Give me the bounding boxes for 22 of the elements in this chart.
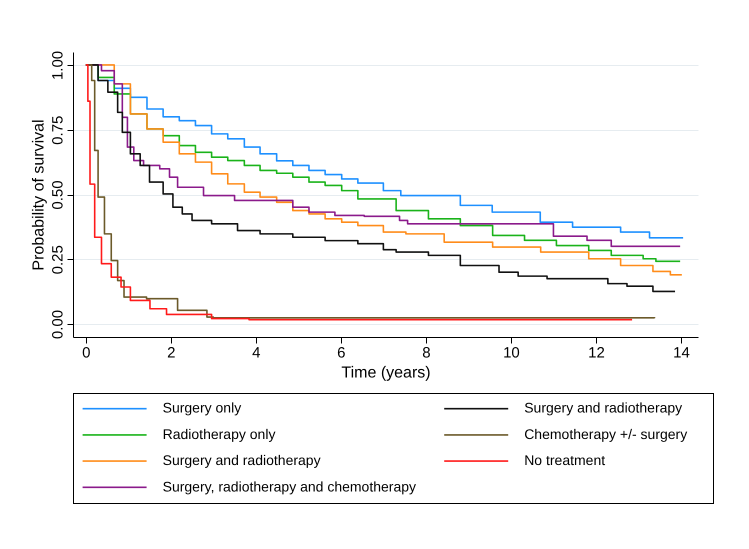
legend-label: Radiotherapy only — [162, 426, 276, 442]
y-tick-label: 0.75 — [50, 116, 66, 145]
y-tick-label: 0.00 — [50, 310, 66, 340]
legend-label: Chemotherapy +/- surgery — [524, 426, 688, 442]
legend-label: Surgery and radiotherapy — [524, 400, 682, 416]
legend-label: No treatment — [524, 452, 606, 468]
x-axis-title: Time (years) — [341, 364, 431, 382]
x-tick-label: 6 — [337, 344, 346, 362]
legend-label: Surgery, radiotherapy and chemotherapy — [162, 478, 416, 494]
x-tick-label: 2 — [167, 344, 176, 362]
x-tick-label: 8 — [422, 344, 431, 362]
legend-label: Surgery and radiotherapy — [162, 452, 321, 468]
x-tick-label: 10 — [503, 344, 520, 362]
x-tick-label: 0 — [82, 344, 90, 362]
x-tick-label: 12 — [588, 344, 605, 362]
y-tick-label: 0.25 — [50, 245, 66, 274]
y-tick-label: 0.50 — [50, 180, 66, 210]
legend-label: Surgery only — [162, 400, 242, 416]
y-axis-title: Probability of survival — [30, 119, 48, 271]
y-tick-label: 1.00 — [50, 50, 66, 80]
x-tick-label: 4 — [252, 344, 260, 362]
x-tick-label: 14 — [673, 344, 690, 362]
